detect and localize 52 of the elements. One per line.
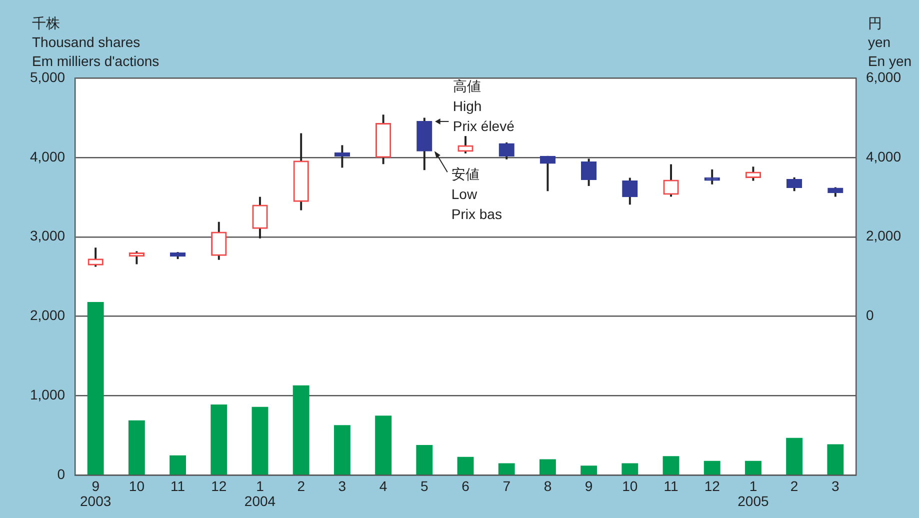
y2-tick-label: 6,000: [866, 68, 902, 85]
x-tick-label: 5: [420, 478, 428, 494]
x-tick-label: 12: [211, 478, 227, 494]
y-tick-label: 1,000: [30, 386, 66, 403]
y-tick-label: 0: [57, 466, 66, 482]
bar: [416, 445, 433, 475]
bar: [375, 416, 392, 475]
x-tick-label: 3: [338, 478, 346, 494]
bar: [539, 459, 556, 475]
x-tick-label: 11: [170, 478, 186, 494]
y2-tick-label: 0: [866, 307, 874, 324]
x-tick-label: 2: [297, 478, 306, 494]
x-tick-label: 1 2005: [738, 478, 769, 510]
bar: [87, 302, 104, 475]
bar: [662, 456, 680, 475]
x-tick-label: 8: [544, 478, 552, 494]
bar: [334, 425, 350, 475]
bar: [704, 460, 720, 475]
annotation: 安値 Low Prix bas: [451, 166, 502, 222]
y2-tick-label: 4,000: [866, 148, 902, 164]
y-axis-title: 千株 Thousand shares Em milliers d'actions: [32, 14, 160, 69]
y2-tick-label: 2,000: [866, 228, 902, 244]
bar: [622, 463, 638, 475]
x-tick-label: 10: [622, 478, 638, 494]
bar: [786, 438, 803, 475]
bar: [292, 385, 310, 475]
x-tick-label: 7: [502, 478, 511, 494]
x-tick-label: 6: [462, 478, 470, 494]
x-tick-label: 9 2003: [80, 478, 112, 510]
x-tick-label: 2: [790, 478, 798, 494]
y2-axis-title: 円 yen En yen: [868, 14, 912, 69]
x-tick-label: 12: [704, 478, 720, 494]
annotation: 高値 High Prix élevé: [452, 78, 515, 134]
x-tick-label: 1 2004: [244, 478, 276, 510]
bar: [128, 420, 145, 475]
y-tick-label: 3,000: [30, 228, 66, 244]
x-tick-label: 4: [379, 478, 388, 494]
bar: [744, 460, 762, 475]
bar: [498, 463, 515, 475]
bar: [827, 444, 844, 475]
bar: [457, 456, 474, 475]
x-tick-label: 11: [664, 478, 678, 494]
y-tick-label: 2,000: [30, 307, 66, 324]
bar: [252, 406, 268, 475]
x-tick-label: 9: [584, 478, 593, 494]
x-tick-label: 3: [832, 478, 840, 494]
y-tick-label: 5,000: [30, 68, 66, 85]
bar: [580, 466, 598, 475]
bar: [170, 455, 186, 475]
x-tick-label: 10: [128, 478, 145, 494]
y-tick-label: 4,000: [30, 148, 66, 164]
bar: [210, 404, 228, 475]
